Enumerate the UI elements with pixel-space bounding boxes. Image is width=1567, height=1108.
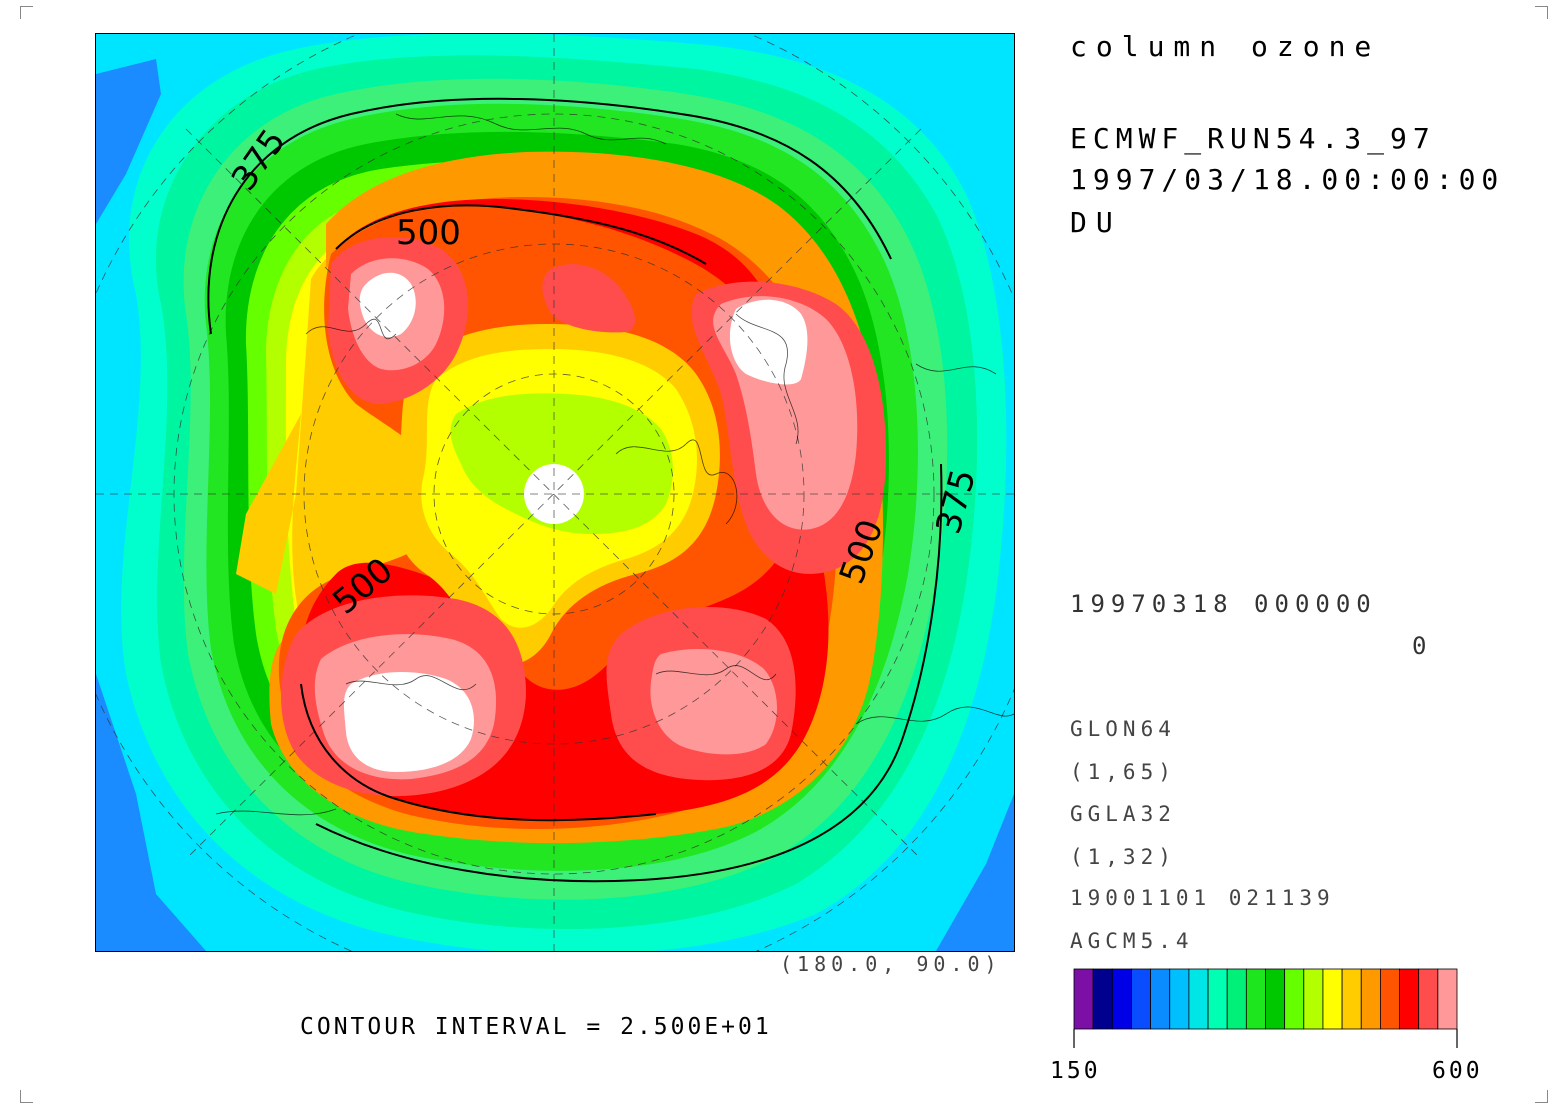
colorbar-svg <box>1073 968 1458 1048</box>
corner-mark-top-left <box>20 6 33 19</box>
graticule <box>96 34 1014 951</box>
colorbar-swatch <box>1131 968 1152 1030</box>
ozone-max-se-pink <box>650 649 778 755</box>
colorbar-swatch <box>1418 968 1439 1030</box>
corner-mark-bottom-left <box>20 1090 33 1103</box>
ozone-max-e-white <box>729 299 808 385</box>
colorbar-swatch <box>1437 968 1458 1030</box>
datetime: 1997/03/18.00:00:00 <box>1070 163 1505 196</box>
lat-range: (1,32) <box>1070 845 1176 869</box>
colorbar-swatch <box>1188 968 1209 1030</box>
created-timestamp: 19001101 021139 <box>1070 886 1335 910</box>
lat-grid: GGLA32 <box>1070 802 1176 826</box>
colorbar-swatch <box>1284 968 1305 1030</box>
colorbar <box>1073 968 1459 1052</box>
thick-contours <box>207 97 943 883</box>
colorbar-swatch <box>1245 968 1266 1030</box>
colorbar-swatch <box>1111 968 1132 1030</box>
field-title: column ozone <box>1070 30 1381 63</box>
ozone-max-nw-white <box>359 272 416 338</box>
lon-grid: GLON64 <box>1070 717 1176 741</box>
contour-band-deep-blue-corner-bl <box>96 674 206 951</box>
colorbar-swatch <box>1150 968 1171 1030</box>
contour-band-core-lime <box>450 393 673 534</box>
date-code: 19970318 000000 <box>1070 590 1377 618</box>
coastlines <box>215 113 1014 816</box>
colorbar-max-label: 600 <box>1432 1058 1483 1084</box>
polar-ozone-map: 375 375 500 500 500 <box>95 33 1015 952</box>
ozone-max-n-red <box>542 264 636 333</box>
contour-band-deep-blue-corner-tl <box>96 59 161 224</box>
model-name: AGCM5.4 <box>1070 929 1194 953</box>
colorbar-swatch <box>1265 968 1286 1030</box>
colorbar-min-label: 150 <box>1050 1058 1101 1084</box>
colorbar-swatch <box>1322 968 1343 1030</box>
run-name: ECMWF_RUN54.3_97 <box>1070 122 1436 155</box>
colorbar-swatch <box>1379 968 1400 1030</box>
lon-range: (1,65) <box>1070 760 1176 784</box>
contour-label-500-n: 500 <box>396 213 461 253</box>
colorbar-swatch <box>1360 968 1381 1030</box>
contour-map-svg: 375 375 500 500 500 <box>96 34 1014 951</box>
corner-mark-top-right <box>1535 6 1548 19</box>
level-value: 0 <box>1412 632 1433 660</box>
colorbar-swatch <box>1399 968 1420 1030</box>
map-corner-coordinate: (180.0, 90.0) <box>780 952 1002 976</box>
colorbar-swatch <box>1092 968 1113 1030</box>
colorbar-swatch <box>1303 968 1324 1030</box>
units-label: DU <box>1070 206 1122 239</box>
colorbar-swatch <box>1341 968 1362 1030</box>
colorbar-swatch <box>1226 968 1247 1030</box>
colorbar-swatch <box>1207 968 1228 1030</box>
colorbar-swatch <box>1073 968 1094 1030</box>
ozone-max-sw-white <box>343 672 474 772</box>
contour-interval-label: CONTOUR INTERVAL = 2.500E+01 <box>300 1014 772 1040</box>
corner-mark-bottom-right <box>1535 1090 1548 1103</box>
contour-band-deep-blue-corner-br <box>936 794 1014 951</box>
colorbar-swatch <box>1169 968 1190 1030</box>
